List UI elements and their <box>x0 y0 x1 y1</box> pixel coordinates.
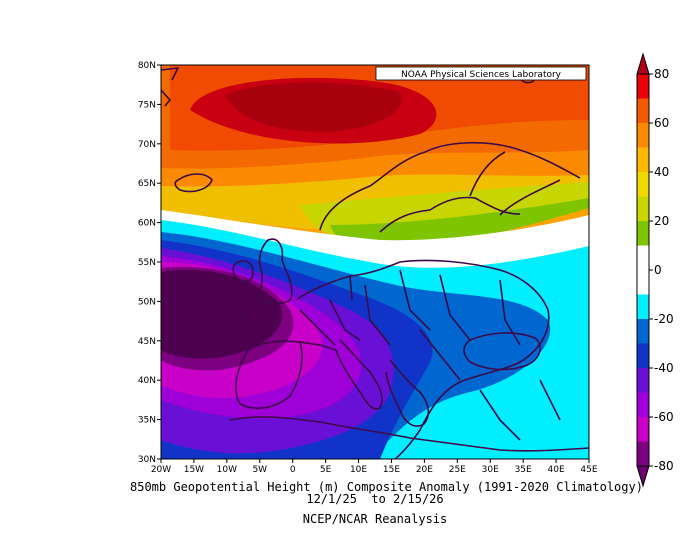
coastlines <box>161 67 589 459</box>
lon-tick-label: 25E <box>449 465 466 475</box>
lon-tick-label: 10E <box>350 465 367 475</box>
colorbar-segment <box>637 392 649 418</box>
colorbar-label: 0 <box>654 263 662 277</box>
lat-tick-label: 70N <box>138 140 156 150</box>
colorbar-label: 60 <box>654 116 669 130</box>
colorbar-label: -20 <box>654 312 674 326</box>
italy-coast <box>335 339 383 410</box>
contour-band-low-core <box>161 269 282 359</box>
colorbar-segment <box>637 319 649 344</box>
lon-tick-label: 40E <box>548 465 565 475</box>
map-title-line-2: 12/1/25 to 2/15/26 <box>306 492 444 506</box>
scandinavia-coast <box>319 141 581 233</box>
europe-mainland-coast <box>295 259 550 459</box>
lat-tick-label: 50N <box>138 297 156 307</box>
lat-tick-label: 40N <box>138 376 156 386</box>
contour-band-green <box>330 198 589 252</box>
lon-tick-label: 45E <box>580 465 597 475</box>
colorbar-segment <box>637 123 649 148</box>
colorbar-label: -40 <box>654 361 674 375</box>
lon-tick-label: 15W <box>184 465 204 475</box>
colorbar-segment <box>637 368 649 393</box>
colorbar-label: -60 <box>654 410 674 424</box>
colorbar-segment <box>637 270 649 295</box>
colorbar-label: 40 <box>654 165 669 179</box>
uk-coast <box>232 238 293 304</box>
lon-tick-label: 10W <box>217 465 237 475</box>
arctic-islands <box>161 67 576 107</box>
map-title-line-1: 850mb Geopotential Height (m) Composite … <box>130 480 643 494</box>
lat-tick-label: 75N <box>138 100 156 110</box>
colorbar-segment <box>637 245 649 271</box>
colorbar-label: 20 <box>654 214 669 228</box>
finland-border <box>469 151 561 216</box>
latitude-axis: 80N 75N 70N 65N 60N 55N 50N 45N 40N 35N 30N <box>138 61 161 465</box>
colorbar-segment <box>637 147 649 173</box>
map-plot-area <box>161 65 589 459</box>
colorbar-segment <box>637 343 649 369</box>
lat-tick-label: 55N <box>138 258 156 268</box>
lat-tick-label: 30N <box>138 455 156 465</box>
lat-tick-label: 60N <box>138 219 156 229</box>
map-title-line-3: NCEP/NCAR Reanalysis <box>302 512 448 526</box>
country-borders <box>239 269 561 441</box>
contour-band-high-inner <box>225 82 402 132</box>
lat-tick-label: 35N <box>138 416 156 426</box>
credit-text: NOAA Physical Sciences Laboratory <box>401 70 562 80</box>
colorbar-segment <box>637 98 649 124</box>
colorbar-segment <box>637 294 649 320</box>
credit-box: NOAA Physical Sciences Laboratory <box>375 66 587 81</box>
colorbar-segment <box>637 196 649 222</box>
lon-tick-label: 15E <box>383 465 400 475</box>
contour-band-zero <box>161 210 589 270</box>
lat-tick-label: 80N <box>138 61 156 71</box>
colorbar: 80 60 40 20 0 -20 -40 -60 -80 <box>636 52 674 488</box>
colorbar-top-arrow <box>636 52 650 75</box>
lon-tick-label: 0 <box>290 465 296 475</box>
lon-tick-label: 20W <box>151 465 171 475</box>
north-africa-coast <box>229 416 589 452</box>
lon-tick-label: 30E <box>482 465 499 475</box>
colorbar-segment <box>637 441 649 467</box>
colorbar-label: -80 <box>654 459 674 473</box>
colorbar-bottom-arrow <box>636 465 650 488</box>
lon-tick-label: 20E <box>416 465 433 475</box>
longitude-axis: 20W 15W 10W 5W 0 5E 10E 15E 20E 25E 30E 35E 40E 45E <box>151 459 598 475</box>
colorbar-segment <box>637 74 649 99</box>
lat-tick-label: 45N <box>138 337 156 347</box>
lon-tick-label: 5W <box>252 465 267 475</box>
lon-tick-label: 5E <box>320 465 332 475</box>
balkans-greece-coast <box>385 359 430 427</box>
lat-tick-label: 65N <box>138 179 156 189</box>
colorbar-segment <box>637 417 649 442</box>
lon-tick-label: 35E <box>515 465 532 475</box>
iceland-coast <box>174 173 213 193</box>
iberia-coast <box>235 340 303 409</box>
colorbar-segment <box>637 172 649 197</box>
colorbar-segment <box>637 221 649 246</box>
colorbar-label: 80 <box>654 67 669 81</box>
